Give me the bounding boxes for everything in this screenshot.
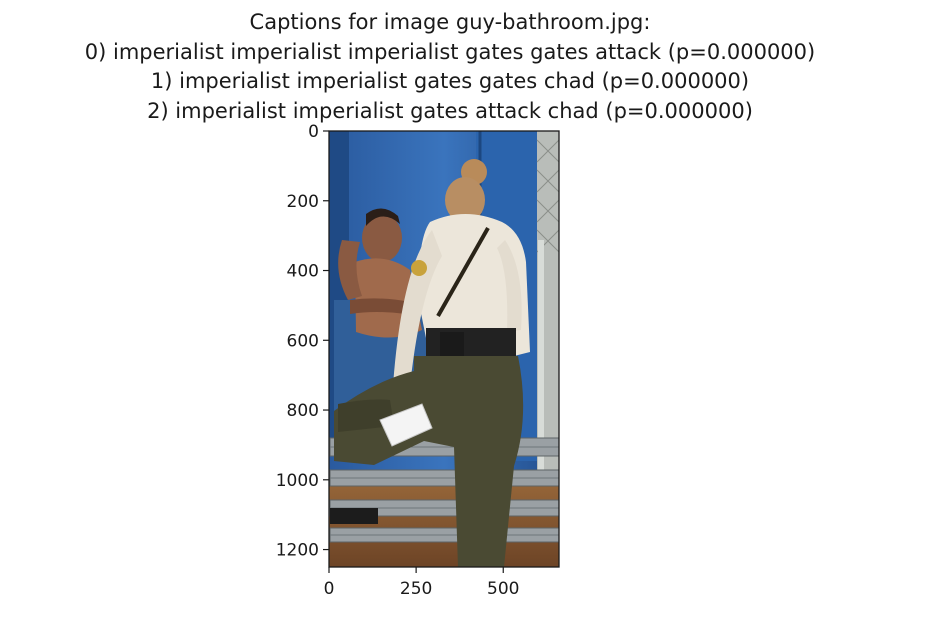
y-tick-label: 1000 <box>276 471 319 491</box>
x-tick-label: 0 <box>324 579 335 599</box>
x-tick-label: 250 <box>400 579 432 599</box>
title-line-3: 2) imperialist imperialist gates attack … <box>147 98 753 123</box>
axes-frame <box>328 130 560 568</box>
photo-image <box>329 131 559 567</box>
y-axis: 0 200 400 600 800 1000 1200 <box>276 122 329 561</box>
figure-title: Captions for image guy-bathroom.jpg: 0) … <box>0 8 900 126</box>
y-tick-label: 400 <box>287 262 319 282</box>
title-line-2: 1) imperialist imperialist gates gates c… <box>150 69 750 93</box>
y-tick-label: 200 <box>287 192 319 212</box>
y-tick-label: 600 <box>287 331 319 351</box>
x-tick-label: 500 <box>487 579 519 599</box>
y-tick-label: 0 <box>308 122 319 142</box>
y-tick-label: 800 <box>287 401 319 421</box>
y-tick-label: 1200 <box>276 541 319 561</box>
x-axis: 0 250 500 <box>324 567 519 599</box>
title-line-0: Captions for image guy-bathroom.jpg: <box>249 10 651 34</box>
title-line-1: 0) imperialist imperialist imperialist g… <box>84 39 816 64</box>
